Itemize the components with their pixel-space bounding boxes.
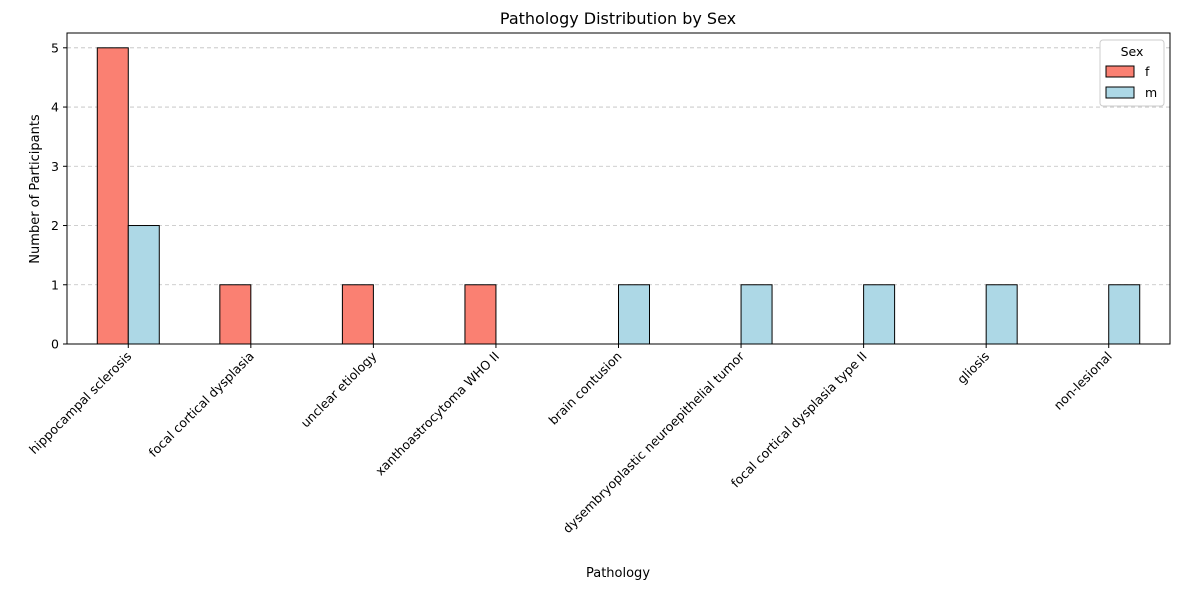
bar-m-4 xyxy=(618,284,650,345)
x-axis-label: Pathology xyxy=(586,566,650,581)
y-tick-label: 0 xyxy=(51,337,59,352)
x-axis: hippocampal sclerosis focal cortical dysp… xyxy=(26,344,1115,536)
bar-m-8 xyxy=(1108,284,1141,345)
y-axis: 0 1 2 3 4 5 xyxy=(51,40,67,352)
y-tick-label: 4 xyxy=(51,100,59,115)
x-tick-label: gliosis xyxy=(954,349,992,387)
x-tick-label: focal cortical dysplasia type II xyxy=(728,349,870,491)
legend-swatch-m xyxy=(1105,86,1135,99)
x-tick-label: non-lesional xyxy=(1051,349,1115,413)
x-tick-label: focal cortical dysplasia xyxy=(146,349,257,460)
bar-m-6 xyxy=(863,284,896,345)
y-tick-label: 3 xyxy=(51,159,59,174)
legend: Sex fm xyxy=(1099,39,1165,107)
bar-f-1 xyxy=(219,284,252,345)
bars xyxy=(96,47,1141,345)
legend-title: Sex xyxy=(1121,44,1144,59)
legend-label-m: m xyxy=(1145,85,1157,100)
bar-f-0 xyxy=(96,47,129,345)
bar-f-2 xyxy=(341,284,374,345)
bar-m-7 xyxy=(985,284,1018,345)
chart-title: Pathology Distribution by Sex xyxy=(500,9,736,28)
y-axis-label: Number of Participants xyxy=(28,114,43,264)
x-tick-label: xanthoastrocytoma WHO II xyxy=(372,349,502,479)
x-tick-label: unclear etiology xyxy=(298,348,380,430)
bar-f-3 xyxy=(464,284,497,345)
legend-label-f: f xyxy=(1145,64,1150,79)
bar-m-0 xyxy=(127,225,160,345)
y-tick-label: 1 xyxy=(51,277,59,292)
y-tick-label: 5 xyxy=(51,40,59,55)
y-tick-label: 2 xyxy=(51,218,59,233)
legend-swatch-f xyxy=(1105,65,1135,78)
x-tick-label: brain contusion xyxy=(545,349,624,428)
x-tick-label: hippocampal sclerosis xyxy=(26,349,134,457)
bar-m-5 xyxy=(740,284,773,345)
